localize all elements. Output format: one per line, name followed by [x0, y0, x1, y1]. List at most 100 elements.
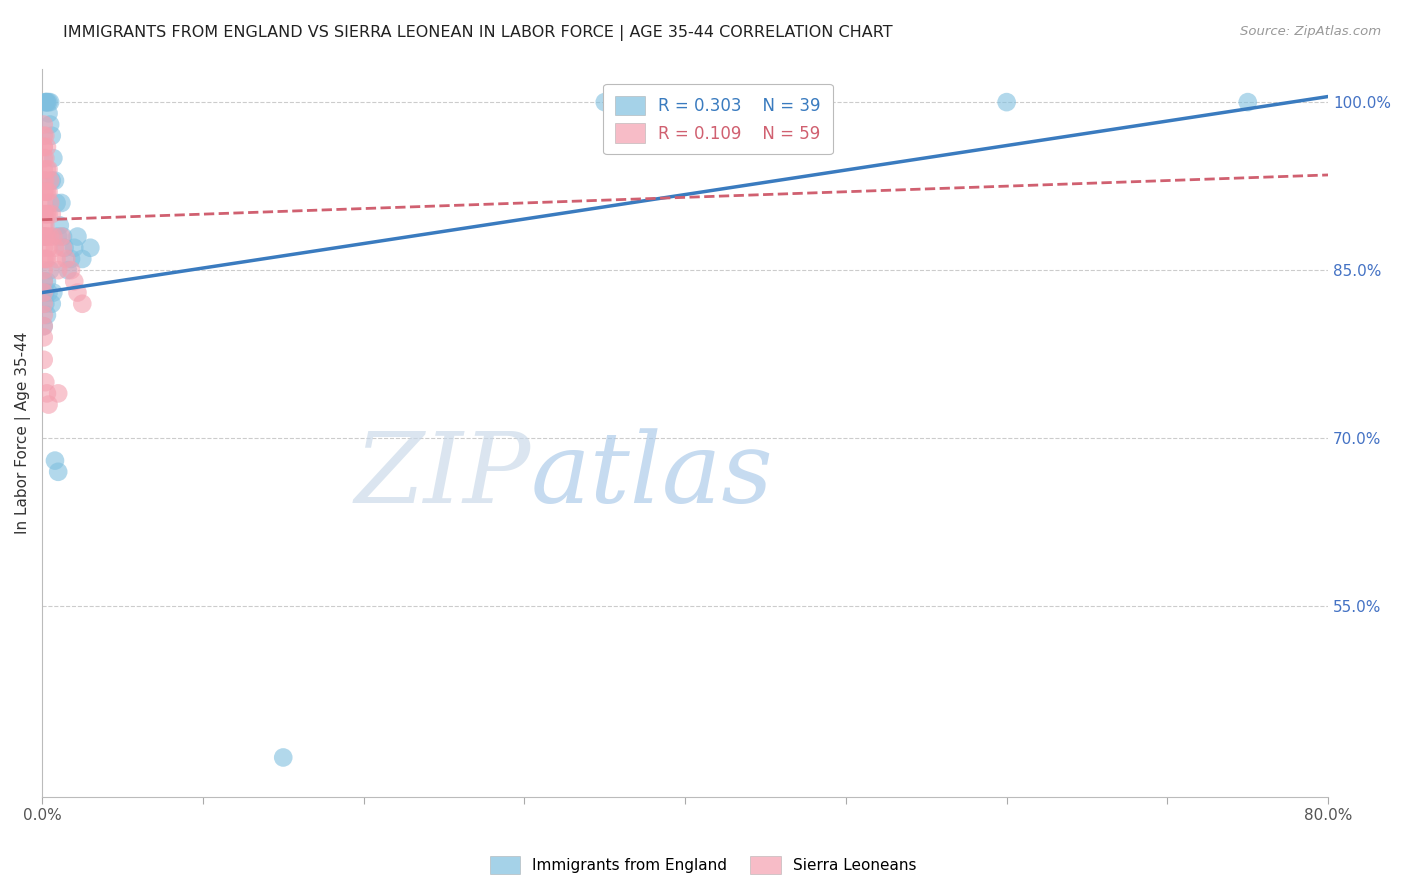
- Legend: R = 0.303    N = 39, R = 0.109    N = 59: R = 0.303 N = 39, R = 0.109 N = 59: [603, 84, 832, 154]
- Point: [66, 285, 89, 300]
- Point: [60, 263, 83, 277]
- Point: [56, 263, 79, 277]
- Point: [38, 207, 60, 221]
- Point: [34, 285, 56, 300]
- Point: [34, 95, 56, 109]
- Point: [45, 252, 67, 266]
- Point: [995, 95, 1018, 109]
- Point: [52, 229, 75, 244]
- Point: [34, 128, 56, 143]
- Point: [38, 398, 60, 412]
- Point: [34, 219, 56, 233]
- Point: [38, 185, 60, 199]
- Point: [46, 229, 69, 244]
- Point: [46, 386, 69, 401]
- Point: [72, 297, 94, 311]
- Text: ZIP: ZIP: [354, 429, 531, 524]
- Point: [34, 95, 56, 109]
- Point: [53, 241, 76, 255]
- Point: [271, 750, 294, 764]
- Y-axis label: In Labor Force | Age 35-44: In Labor Force | Age 35-44: [15, 332, 31, 533]
- Legend: Immigrants from England, Sierra Leoneans: Immigrants from England, Sierra Leoneans: [484, 850, 922, 880]
- Point: [34, 375, 56, 389]
- Point: [32, 319, 55, 334]
- Point: [32, 229, 55, 244]
- Point: [38, 95, 60, 109]
- Point: [45, 196, 67, 211]
- Point: [38, 162, 60, 177]
- Point: [32, 252, 55, 266]
- Point: [44, 241, 66, 255]
- Point: [1236, 95, 1258, 109]
- Point: [35, 252, 58, 266]
- Point: [34, 229, 56, 244]
- Point: [32, 140, 55, 154]
- Point: [32, 297, 55, 311]
- Point: [32, 274, 55, 288]
- Point: [593, 95, 616, 109]
- Point: [35, 95, 58, 109]
- Point: [34, 185, 56, 199]
- Point: [34, 297, 56, 311]
- Point: [32, 140, 55, 154]
- Point: [42, 151, 65, 165]
- Point: [63, 274, 86, 288]
- Point: [39, 196, 62, 211]
- Point: [42, 285, 65, 300]
- Point: [35, 308, 58, 322]
- Point: [51, 229, 73, 244]
- Point: [46, 465, 69, 479]
- Point: [34, 151, 56, 165]
- Point: [44, 453, 66, 467]
- Point: [32, 151, 55, 165]
- Point: [79, 241, 101, 255]
- Point: [39, 173, 62, 187]
- Point: [38, 285, 60, 300]
- Point: [35, 140, 58, 154]
- Point: [35, 185, 58, 199]
- Point: [42, 229, 65, 244]
- Point: [32, 207, 55, 221]
- Point: [32, 285, 55, 300]
- Point: [32, 118, 55, 132]
- Text: Source: ZipAtlas.com: Source: ZipAtlas.com: [1240, 25, 1381, 38]
- Point: [41, 173, 63, 187]
- Point: [39, 118, 62, 132]
- Point: [32, 185, 55, 199]
- Point: [32, 219, 55, 233]
- Point: [38, 106, 60, 120]
- Point: [32, 330, 55, 344]
- Point: [39, 229, 62, 244]
- Point: [32, 173, 55, 187]
- Point: [32, 128, 55, 143]
- Point: [38, 241, 60, 255]
- Point: [41, 207, 63, 221]
- Point: [51, 196, 73, 211]
- Point: [32, 196, 55, 211]
- Point: [46, 263, 69, 277]
- Point: [32, 308, 55, 322]
- Point: [35, 95, 58, 109]
- Point: [35, 162, 58, 177]
- Point: [32, 229, 55, 244]
- Point: [39, 95, 62, 109]
- Point: [32, 274, 55, 288]
- Point: [41, 128, 63, 143]
- Point: [35, 274, 58, 288]
- Point: [72, 252, 94, 266]
- Point: [34, 173, 56, 187]
- Text: IMMIGRANTS FROM ENGLAND VS SIERRA LEONEAN IN LABOR FORCE | AGE 35-44 CORRELATION: IMMIGRANTS FROM ENGLAND VS SIERRA LEONEA…: [63, 25, 893, 41]
- Point: [32, 263, 55, 277]
- Point: [55, 252, 77, 266]
- Point: [63, 241, 86, 255]
- Point: [32, 319, 55, 334]
- Point: [35, 229, 58, 244]
- Point: [35, 386, 58, 401]
- Point: [34, 207, 56, 221]
- Point: [39, 263, 62, 277]
- Point: [32, 352, 55, 367]
- Point: [32, 241, 55, 255]
- Point: [66, 229, 89, 244]
- Point: [44, 173, 66, 187]
- Point: [34, 252, 56, 266]
